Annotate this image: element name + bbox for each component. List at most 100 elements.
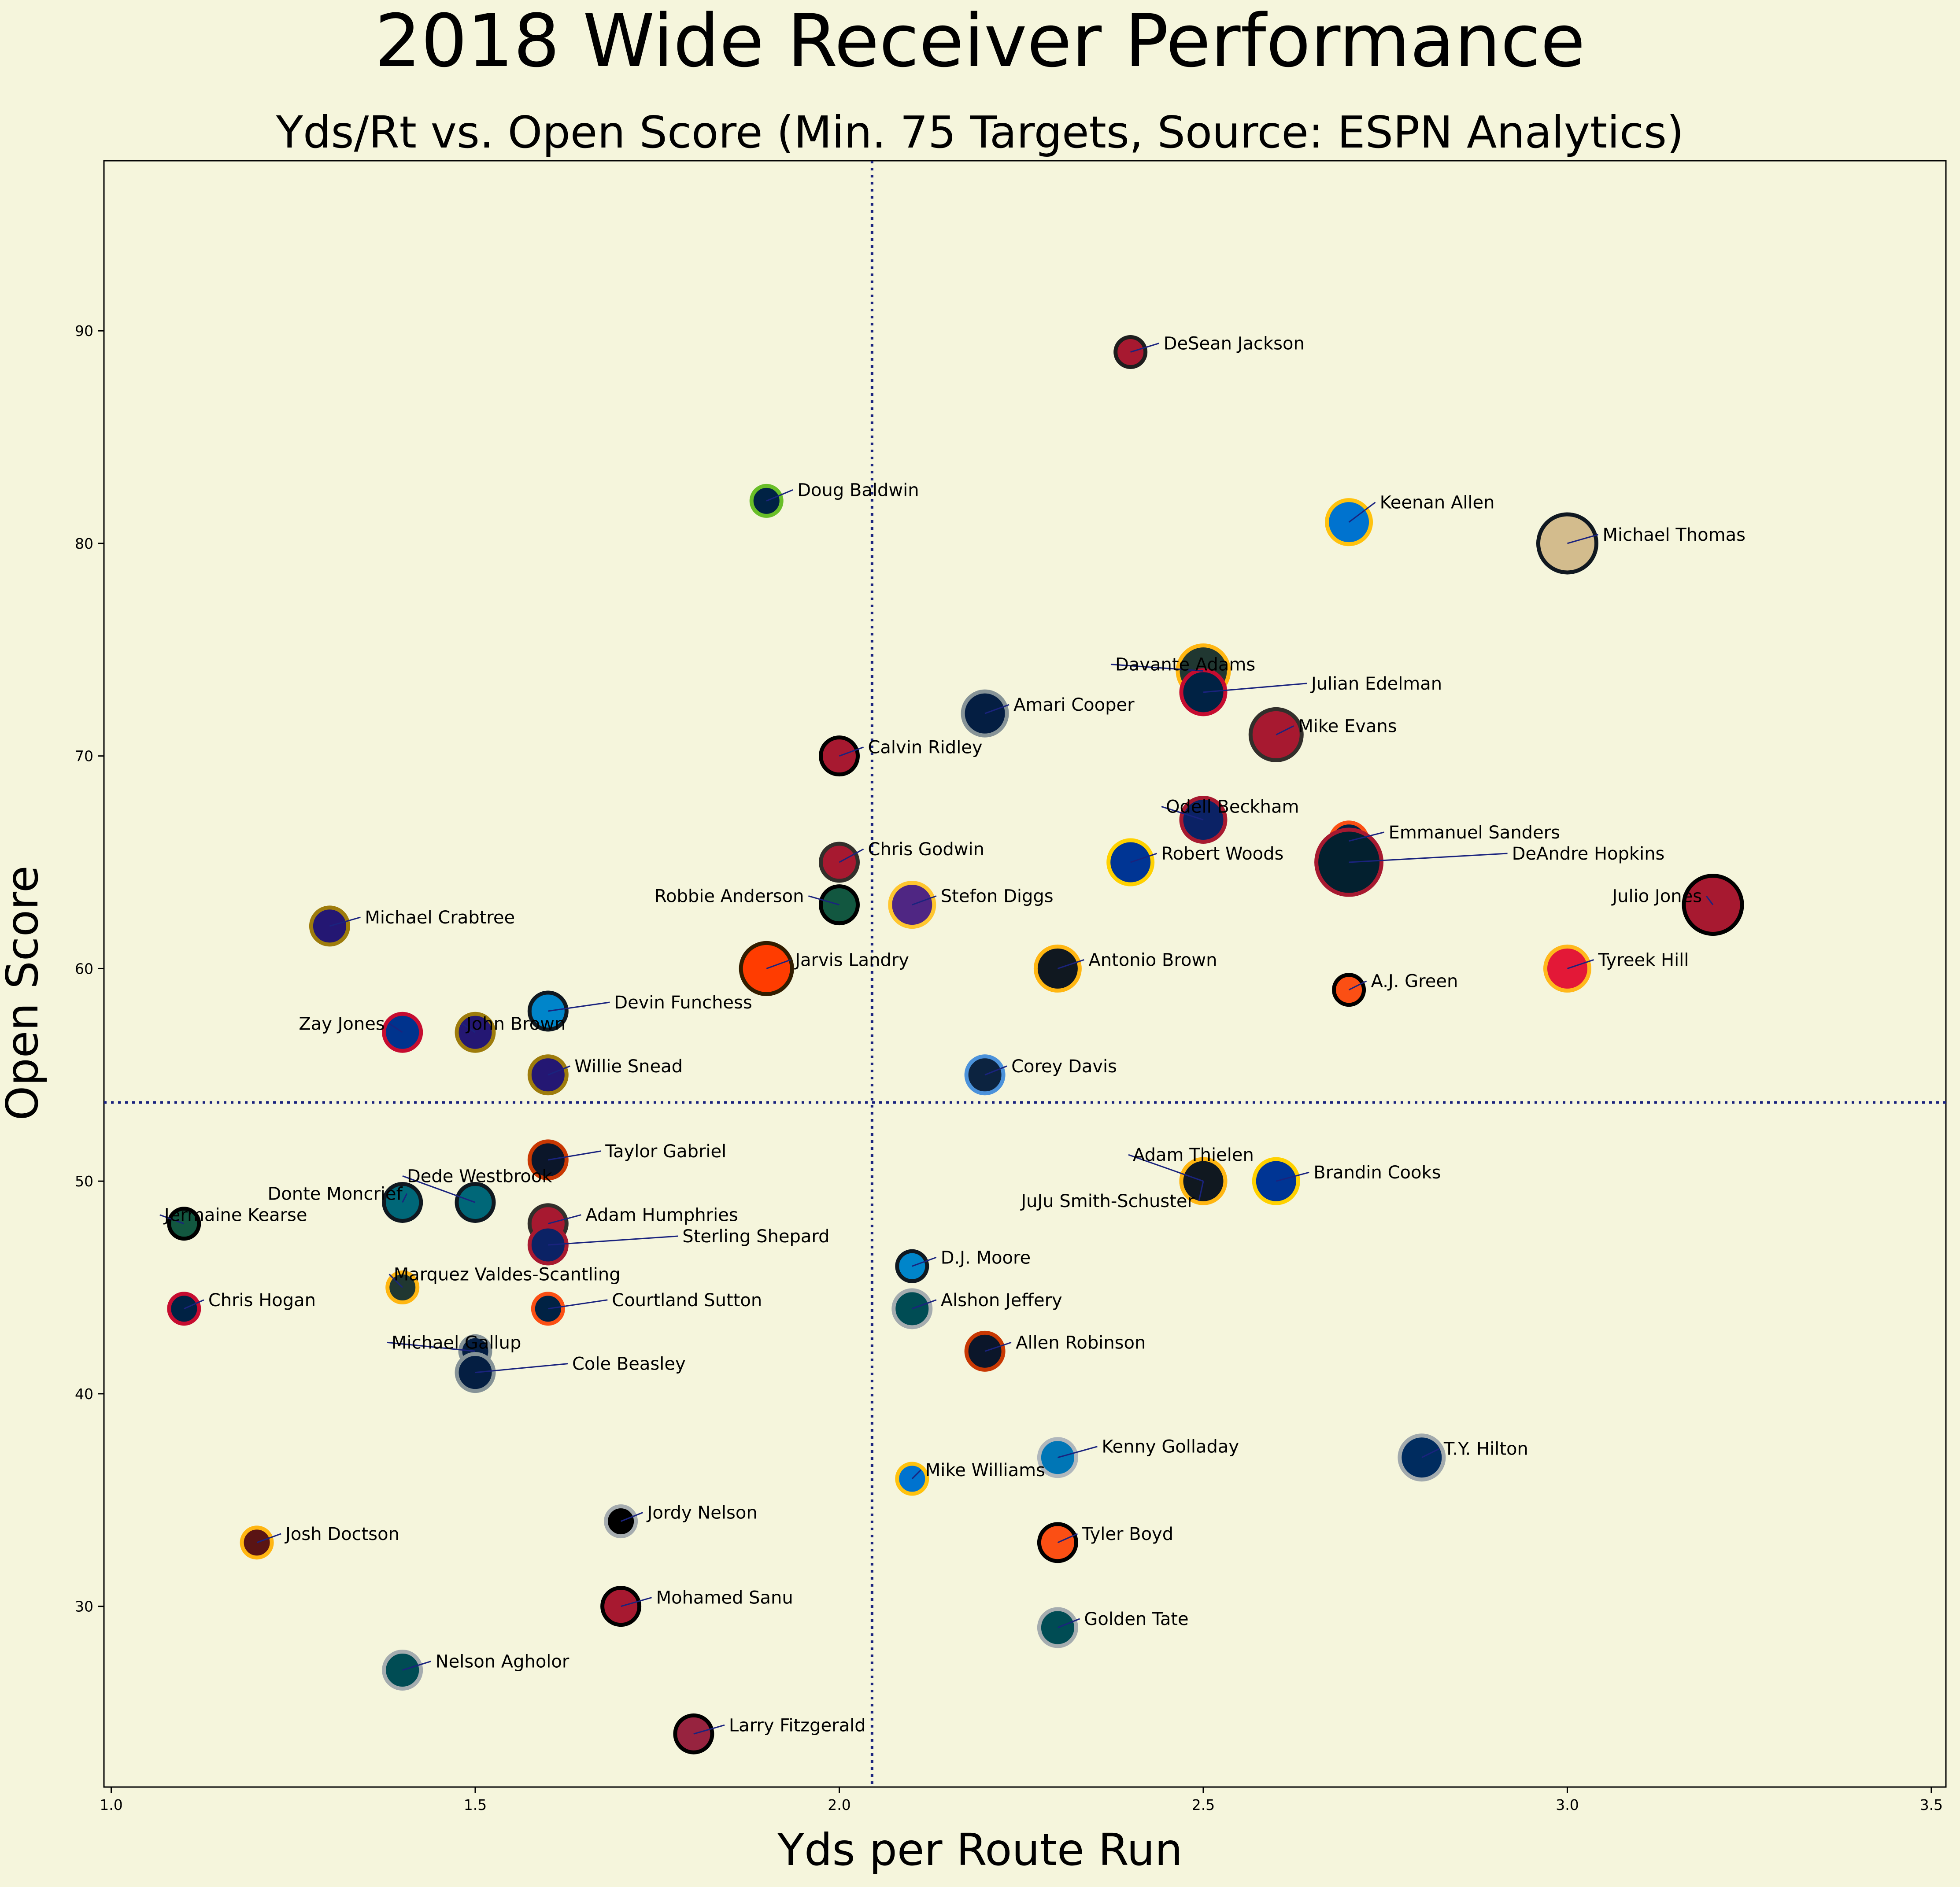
point-label: Zay Jones <box>299 1014 385 1034</box>
annotation-line <box>1276 725 1294 735</box>
point-label: D.J. Moore <box>941 1248 1031 1268</box>
point-label: Tyreek Hill <box>1598 950 1689 970</box>
x-tick-label: 2.5 <box>1192 1796 1215 1813</box>
annotation-line <box>256 1533 281 1544</box>
annotation-line <box>984 1341 1012 1352</box>
point-label: Sterling Shepard <box>682 1226 829 1247</box>
point-label: Davante Adams <box>1115 655 1255 675</box>
plot-frame <box>103 160 1947 1788</box>
annotation-line <box>911 1469 921 1480</box>
point-label: Kenny Golladay <box>1102 1437 1239 1457</box>
annotation-line <box>1057 1533 1078 1544</box>
x-tick-label: 2.0 <box>828 1796 851 1813</box>
point-label: Michael Crabtree <box>365 908 515 928</box>
annotation-line <box>912 1299 937 1310</box>
x-tick-label: 3.5 <box>1920 1796 1943 1813</box>
point-label: Robbie Anderson <box>655 886 804 907</box>
point-label: Cole Beasley <box>572 1354 686 1374</box>
point-label: Amari Cooper <box>1013 695 1135 715</box>
annotation-line <box>547 1214 581 1225</box>
point-label: Devin Funchess <box>614 993 752 1013</box>
annotation-line <box>839 848 864 863</box>
point-label: Chris Godwin <box>868 839 984 860</box>
point-label: Golden Tate <box>1084 1609 1188 1629</box>
point-label: T.Y. Hilton <box>1443 1439 1528 1459</box>
point-label: Mike Williams <box>925 1460 1045 1481</box>
chart-title: 2018 Wide Receiver Performance <box>375 0 1585 83</box>
y-axis-label: Open Score <box>0 866 48 1121</box>
point-label: Doug Baldwin <box>797 480 919 500</box>
y-tick-label: 90 <box>75 322 93 340</box>
annotation-line <box>402 1193 408 1203</box>
annotation-line <box>766 959 791 969</box>
annotation-line <box>984 704 1010 714</box>
point-label: Odell Beckham <box>1166 797 1299 817</box>
annotation-line <box>475 1363 568 1374</box>
annotation-line <box>1161 806 1204 820</box>
point-label: DeSean Jackson <box>1164 333 1305 354</box>
annotation-line <box>912 1256 937 1267</box>
annotation-line <box>159 1214 185 1225</box>
point-label: Julian Edelman <box>1310 674 1442 694</box>
point-label: DeAndre Hopkins <box>1512 844 1665 864</box>
annotation-line <box>1057 1446 1098 1459</box>
annotation-line <box>1198 1181 1204 1201</box>
point-label: Mohamed Sanu <box>656 1588 793 1608</box>
y-tick-label: 40 <box>75 1385 93 1403</box>
x-tick-label: 1.0 <box>100 1796 122 1813</box>
point-label: Nelson Agholor <box>436 1651 570 1672</box>
annotation-line <box>329 916 361 927</box>
x-tick-label: 3.0 <box>1556 1796 1579 1813</box>
point-label: Jordy Nelson <box>646 1503 758 1523</box>
annotation-line <box>693 1724 725 1735</box>
point-label: Jermaine Kearse <box>163 1205 307 1226</box>
point-label: A.J. Green <box>1371 971 1458 992</box>
annotation-line <box>984 1065 1007 1076</box>
point-label: Mike Evans <box>1298 716 1397 736</box>
point-label: Donte Moncrief <box>267 1184 403 1204</box>
annotation-line <box>1705 895 1714 905</box>
annotation-line <box>1130 343 1160 353</box>
annotation-line <box>1128 1154 1204 1182</box>
point-label: Larry Fitzgerald <box>729 1715 866 1736</box>
point-label: John Brown <box>465 1014 566 1034</box>
point-label: Robert Woods <box>1161 844 1284 864</box>
annotation-line <box>548 1150 601 1161</box>
point-label: Chris Hogan <box>208 1290 316 1311</box>
annotation-line <box>548 1235 678 1246</box>
annotation-line <box>1203 683 1307 693</box>
annotation-line <box>402 1661 432 1671</box>
annotation-line <box>912 895 937 906</box>
annotation-line <box>621 1512 643 1522</box>
point-label: Brandin Cooks <box>1313 1163 1441 1183</box>
annotation-line <box>548 1001 610 1012</box>
point-label: Emmanuel Sanders <box>1389 823 1560 843</box>
annotation-line <box>1276 1171 1309 1182</box>
point-label: Allen Robinson <box>1016 1333 1146 1353</box>
annotation-line <box>388 1274 403 1288</box>
point-label: JuJu Smith-Schuster <box>1020 1191 1194 1211</box>
point-label: Dede Westbrook <box>407 1166 552 1186</box>
annotation-line <box>462 1023 476 1033</box>
point-label: Michael Thomas <box>1602 525 1746 545</box>
point-label: Alshon Jeffery <box>941 1290 1062 1311</box>
annotation-line <box>1057 1618 1080 1629</box>
point-label: Willie Snead <box>574 1056 683 1077</box>
annotation-line <box>387 1341 476 1352</box>
chart-subtitle: Yds/Rt vs. Open Score (Min. 75 Targets, … <box>276 107 1684 158</box>
y-tick-label: 70 <box>75 748 93 765</box>
annotation-line <box>1349 831 1384 842</box>
annotation-line <box>1130 853 1158 863</box>
annotation-line <box>1421 1448 1440 1459</box>
annotation-line <box>184 1299 204 1310</box>
x-tick-label: 1.5 <box>464 1796 487 1813</box>
y-tick-label: 50 <box>75 1173 93 1190</box>
annotation-line <box>1567 534 1598 544</box>
point-label: Julio Jones <box>1611 886 1702 907</box>
point-label: Adam Thielen <box>1133 1145 1254 1165</box>
y-tick-label: 60 <box>75 960 93 977</box>
y-tick-label: 30 <box>75 1598 93 1615</box>
annotation-line <box>1567 959 1594 969</box>
point-label: Stefon Diggs <box>941 886 1054 907</box>
